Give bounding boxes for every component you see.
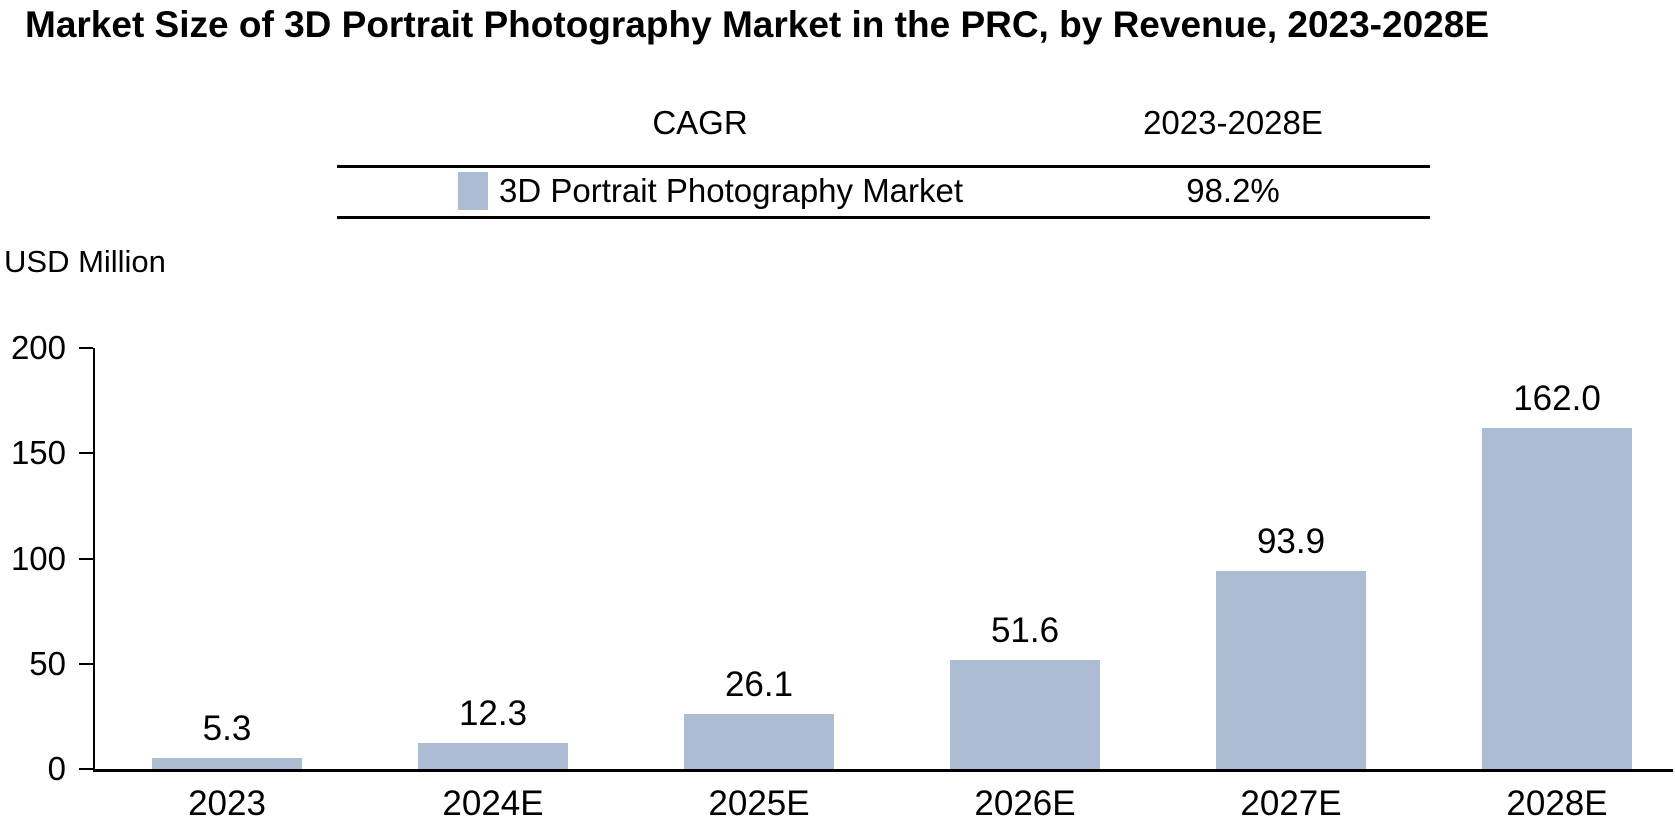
bar-value-label: 5.3 <box>202 709 252 748</box>
y-tick-label: 100 <box>10 539 66 577</box>
bar-2026E <box>950 660 1100 769</box>
y-tick-mark <box>79 662 93 665</box>
cagr-value: 98.2% <box>1186 172 1280 209</box>
x-category-label: 2027E <box>1240 784 1342 823</box>
bar-value-label: 26.1 <box>724 665 794 704</box>
x-category-label: 2024E <box>442 784 544 823</box>
bar-2028E <box>1482 428 1632 769</box>
bar-value-label: 12.3 <box>458 694 528 733</box>
bar-value-label: 93.9 <box>1256 522 1326 561</box>
y-tick-label: 0 <box>47 750 66 787</box>
y-tick-label: 200 <box>10 329 66 366</box>
x-axis-line <box>93 769 1673 772</box>
table-rule-bottom <box>337 216 1430 219</box>
bar-2024E <box>418 743 568 769</box>
y-tick-mark <box>79 557 93 560</box>
table-rule-top <box>337 165 1430 168</box>
legend-swatch <box>458 172 488 210</box>
y-tick-label: 150 <box>10 434 66 472</box>
x-category-label: 2025E <box>708 784 810 823</box>
y-tick-mark <box>79 347 93 349</box>
bar-2023 <box>152 758 302 769</box>
y-axis-line <box>93 348 95 770</box>
bar-value-label: 51.6 <box>990 611 1060 650</box>
bar-2025E <box>684 714 834 769</box>
y-tick-label: 50 <box>29 644 66 682</box>
x-category-label: 2026E <box>974 784 1076 823</box>
bar-2027E <box>1216 571 1366 769</box>
cagr-header-label: CAGR <box>652 104 748 141</box>
y-axis-title: USD Million <box>4 244 166 279</box>
x-category-label: 2023 <box>188 784 266 823</box>
bar-value-label: 162.0 <box>1513 379 1601 418</box>
x-category-label: 2028E <box>1506 784 1608 823</box>
y-tick-mark <box>79 452 93 455</box>
y-tick-mark <box>79 768 93 770</box>
chart-title: Market Size of 3D Portrait Photography M… <box>25 4 1489 45</box>
legend-series-label: 3D Portrait Photography Market <box>499 172 964 209</box>
cagr-header-period: 2023-2028E <box>1143 104 1323 141</box>
